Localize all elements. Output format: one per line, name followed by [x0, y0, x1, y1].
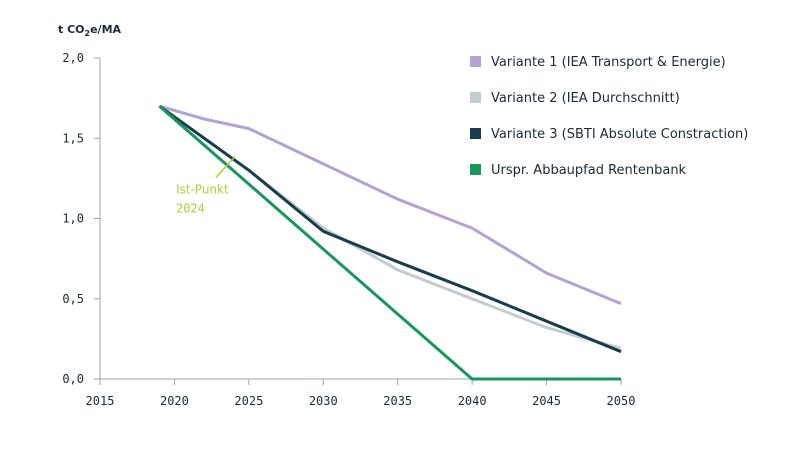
y-tick-label: 1,0: [62, 212, 84, 226]
series-line-2: [158, 104, 622, 350]
series-line-1: [159, 104, 622, 305]
y-axis-label-suffix: e/MA: [90, 23, 121, 36]
y-axis-label: t CO2e/MA: [58, 23, 122, 38]
legend-label-4: Urspr. Abbaupfad Rentenbank: [491, 163, 687, 178]
legend-swatch-4: [470, 164, 481, 175]
y-tick-label: 0,0: [62, 372, 84, 386]
y-axis-label-prefix: t CO: [58, 23, 85, 36]
plot-area: 0,0 0,5 1,0 1,5 2,0 2015 2020 2025 2030 2035 2040 2…: [62, 51, 635, 408]
annotation-label: Ist-Punkt: [176, 183, 229, 197]
x-tick-label: 2015: [86, 394, 115, 408]
series-line-4: [158, 105, 621, 381]
legend-swatch-1: [470, 56, 481, 67]
legend-swatch-3: [470, 128, 481, 139]
x-tick-label: 2045: [532, 394, 561, 408]
annotation-leader-line: [215, 156, 236, 179]
legend-label-1: Variante 1 (IEA Transport & Energie): [491, 55, 726, 70]
y-axis-label-subscript: 2: [85, 29, 91, 38]
x-tick-label: 2025: [234, 394, 263, 408]
x-tick-label: 2035: [383, 394, 412, 408]
y-tick-label: 0,5: [62, 292, 84, 306]
x-tick-label: 2030: [309, 394, 338, 408]
legend-label-2: Variante 2 (IEA Durchschnitt): [491, 91, 680, 106]
x-tick-label: 2020: [160, 394, 189, 408]
series-line-3: [158, 104, 622, 354]
y-tick-label: 1,5: [62, 131, 84, 145]
legend-swatch-2: [470, 92, 481, 103]
x-tick-label: 2050: [607, 394, 636, 408]
legend: Variante 1 (IEA Transport & Energie) Vari…: [470, 55, 748, 178]
legend-label-3: Variante 3 (SBTI Absolute Constraction): [491, 127, 748, 142]
y-tick-label: 2,0: [62, 51, 84, 65]
x-tick-label: 2040: [458, 394, 487, 408]
annotation-year: 2024: [176, 202, 205, 216]
